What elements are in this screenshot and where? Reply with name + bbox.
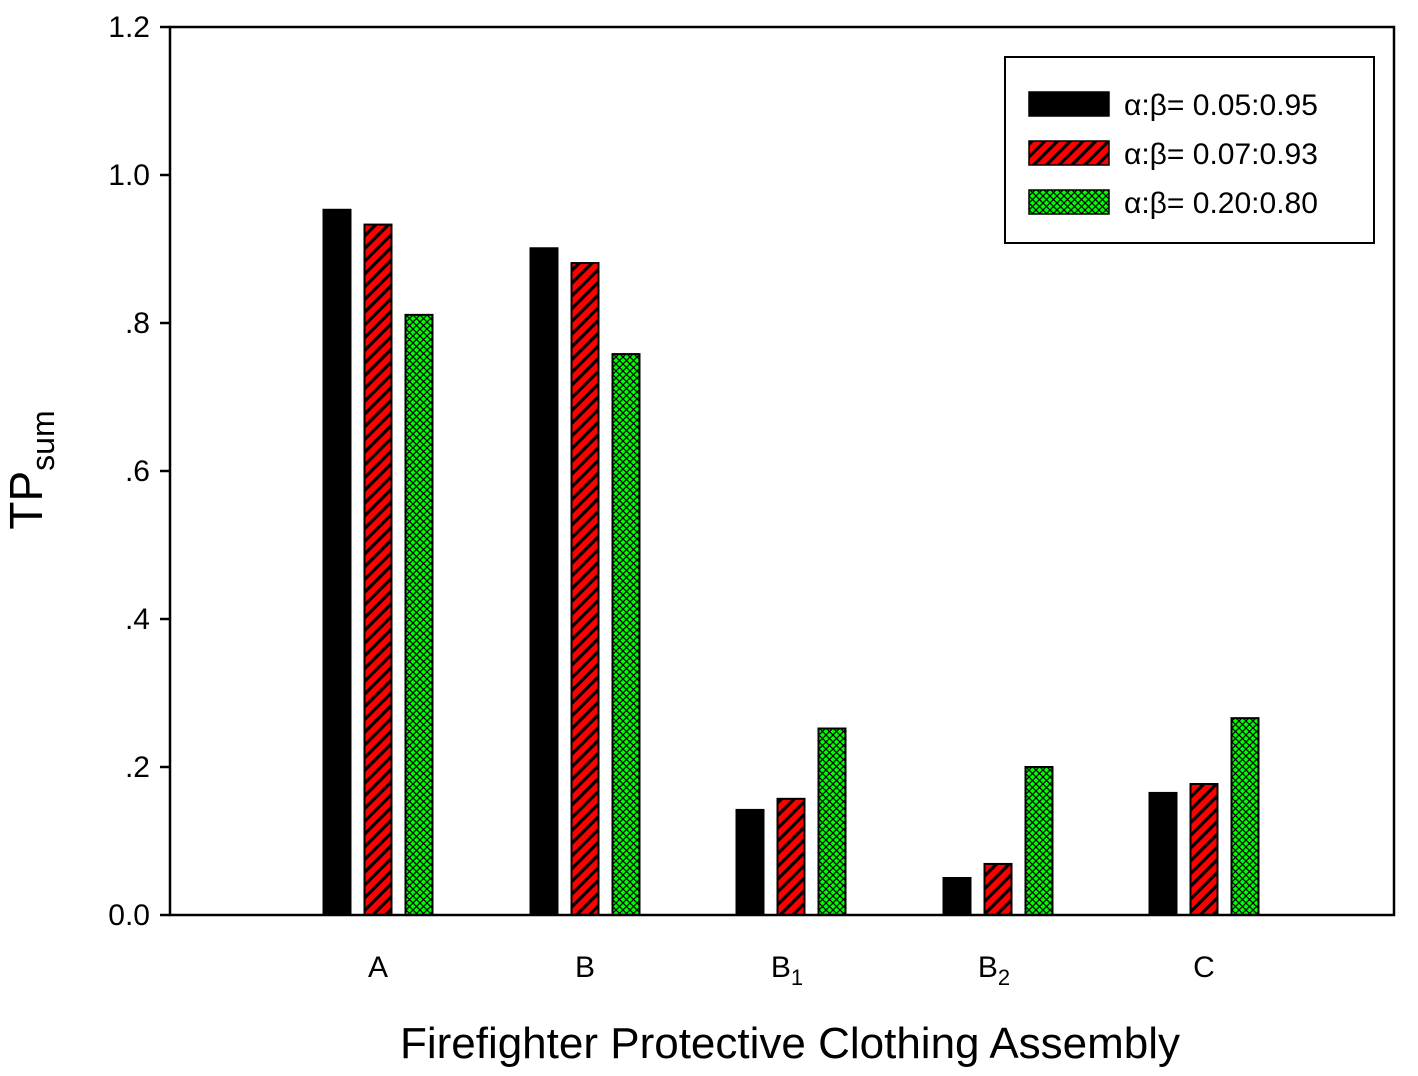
bar-C-series-2 — [1189, 783, 1219, 917]
x-tick-label-base: A — [368, 951, 388, 984]
bar-B2-series-3 — [1024, 766, 1054, 916]
bar-C-series-1 — [1148, 791, 1178, 917]
bar-B2-series-2 — [983, 862, 1013, 917]
y-tick-label: 0.0 — [108, 899, 150, 932]
x-tick-label-base: B — [771, 951, 791, 984]
x-axis-label: Firefighter Protective Clothing Assembly — [400, 1019, 1180, 1068]
legend-swatch — [1028, 189, 1110, 215]
bar-B2-series-1 — [942, 877, 972, 916]
y-tick-label: 1.0 — [108, 159, 150, 192]
x-tick-label-base: B — [575, 951, 595, 984]
x-tick-label-base: B — [978, 951, 998, 984]
legend-swatch — [1028, 140, 1110, 166]
bar-B1-series-3 — [817, 727, 847, 917]
x-tick-label: C — [1193, 951, 1215, 984]
x-tick-label-base: C — [1193, 951, 1215, 984]
legend-label: α:β= 0.07:0.93 — [1124, 138, 1318, 171]
y-axis-label-subscript: sum — [25, 410, 61, 470]
legend-label: α:β= 0.20:0.80 — [1124, 187, 1318, 220]
bar-B1-series-2 — [776, 797, 806, 917]
x-tick-label: B2 — [978, 951, 1010, 990]
y-tick-label: .6 — [125, 455, 150, 488]
bar-B1-series-1 — [735, 808, 765, 916]
x-tick-label-subscript: 1 — [791, 965, 803, 990]
bar-B-series-3 — [611, 353, 641, 916]
x-tick-label-subscript: 2 — [998, 965, 1010, 990]
x-tick-label: B — [575, 951, 595, 984]
bar-A-series-1 — [322, 208, 352, 916]
y-axis-label: TPsum — [0, 410, 61, 529]
y-tick-label: .8 — [125, 307, 150, 340]
legend-swatch — [1028, 91, 1110, 117]
legend-label: α:β= 0.05:0.95 — [1124, 89, 1318, 122]
x-axis: A B B1 B2 C — [368, 951, 1215, 990]
bar-B-series-1 — [529, 247, 559, 916]
y-axis-label-base: TP — [0, 471, 52, 530]
y-tick-label: 1.2 — [108, 11, 150, 44]
bar-B-series-2 — [570, 262, 600, 916]
bar-C-series-3 — [1230, 717, 1260, 916]
bars-group — [322, 208, 1260, 917]
y-axis: 0.0 .2 .4 .6 .8 1.0 1.2 — [108, 11, 170, 932]
y-tick-label: .2 — [125, 751, 150, 784]
x-tick-label: A — [368, 951, 388, 984]
y-tick-label: .4 — [125, 603, 150, 636]
bar-A-series-3 — [404, 313, 434, 916]
legend: α:β= 0.05:0.95 α:β= 0.07:0.93 α:β= 0.20:0.… — [1004, 56, 1375, 244]
bar-A-series-2 — [363, 223, 393, 916]
x-tick-label: B1 — [771, 951, 803, 990]
